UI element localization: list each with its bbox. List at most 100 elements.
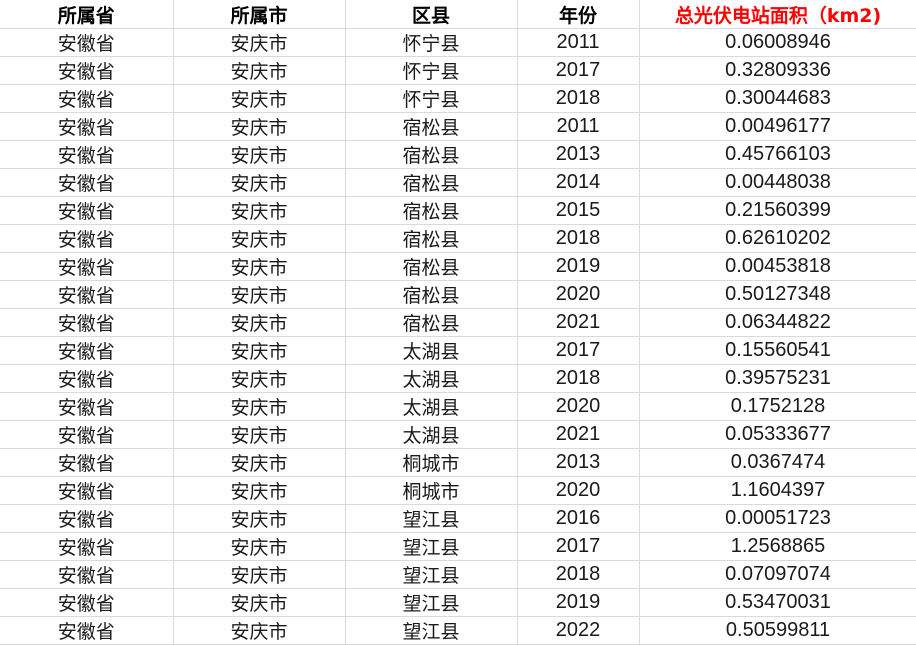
city-cell[interactable]: 安庆市 xyxy=(172,588,346,617)
county-cell[interactable]: 宿松县 xyxy=(344,112,518,141)
year-cell[interactable]: 2018 xyxy=(516,84,640,113)
city-cell[interactable]: 安庆市 xyxy=(172,560,346,589)
city-cell[interactable]: 安庆市 xyxy=(172,448,346,477)
county-cell[interactable]: 桐城市 xyxy=(344,476,518,505)
county-cell[interactable]: 宿松县 xyxy=(344,196,518,225)
city-cell[interactable]: 安庆市 xyxy=(172,336,346,365)
county-cell[interactable]: 太湖县 xyxy=(344,420,518,449)
area-cell[interactable]: 0.50127348 xyxy=(638,280,916,309)
province-cell[interactable]: 安徽省 xyxy=(0,616,174,645)
area-cell[interactable]: 0.05333677 xyxy=(638,420,916,449)
area-cell[interactable]: 0.00453818 xyxy=(638,252,916,281)
year-cell[interactable]: 2022 xyxy=(516,616,640,645)
area-cell[interactable]: 1.2568865 xyxy=(638,532,916,561)
county-cell[interactable]: 太湖县 xyxy=(344,392,518,421)
province-cell[interactable]: 安徽省 xyxy=(0,196,174,225)
area-cell[interactable]: 0.62610202 xyxy=(638,224,916,253)
year-cell[interactable]: 2015 xyxy=(516,196,640,225)
area-cell[interactable]: 0.50599811 xyxy=(638,616,916,645)
province-cell[interactable]: 安徽省 xyxy=(0,336,174,365)
area-cell[interactable]: 0.32809336 xyxy=(638,56,916,85)
county-cell[interactable]: 望江县 xyxy=(344,616,518,645)
header-pv-area[interactable]: 总光伏电站面积（km2) xyxy=(638,0,916,29)
province-cell[interactable]: 安徽省 xyxy=(0,308,174,337)
city-cell[interactable]: 安庆市 xyxy=(172,28,346,57)
year-cell[interactable]: 2018 xyxy=(516,224,640,253)
city-cell[interactable]: 安庆市 xyxy=(172,476,346,505)
city-cell[interactable]: 安庆市 xyxy=(172,224,346,253)
year-cell[interactable]: 2020 xyxy=(516,476,640,505)
year-cell[interactable]: 2021 xyxy=(516,308,640,337)
area-cell[interactable]: 0.06344822 xyxy=(638,308,916,337)
city-cell[interactable]: 安庆市 xyxy=(172,420,346,449)
county-cell[interactable]: 怀宁县 xyxy=(344,56,518,85)
year-cell[interactable]: 2013 xyxy=(516,448,640,477)
province-cell[interactable]: 安徽省 xyxy=(0,448,174,477)
city-cell[interactable]: 安庆市 xyxy=(172,56,346,85)
year-cell[interactable]: 2020 xyxy=(516,392,640,421)
city-cell[interactable]: 安庆市 xyxy=(172,196,346,225)
area-cell[interactable]: 0.53470031 xyxy=(638,588,916,617)
year-cell[interactable]: 2017 xyxy=(516,336,640,365)
county-cell[interactable]: 宿松县 xyxy=(344,252,518,281)
county-cell[interactable]: 宿松县 xyxy=(344,308,518,337)
province-cell[interactable]: 安徽省 xyxy=(0,364,174,393)
city-cell[interactable]: 安庆市 xyxy=(172,252,346,281)
year-cell[interactable]: 2017 xyxy=(516,532,640,561)
province-cell[interactable]: 安徽省 xyxy=(0,112,174,141)
area-cell[interactable]: 0.1752128 xyxy=(638,392,916,421)
province-cell[interactable]: 安徽省 xyxy=(0,560,174,589)
county-cell[interactable]: 宿松县 xyxy=(344,224,518,253)
province-cell[interactable]: 安徽省 xyxy=(0,532,174,561)
county-cell[interactable]: 望江县 xyxy=(344,588,518,617)
area-cell[interactable]: 0.00051723 xyxy=(638,504,916,533)
city-cell[interactable]: 安庆市 xyxy=(172,392,346,421)
city-cell[interactable]: 安庆市 xyxy=(172,140,346,169)
year-cell[interactable]: 2021 xyxy=(516,420,640,449)
city-cell[interactable]: 安庆市 xyxy=(172,280,346,309)
province-cell[interactable]: 安徽省 xyxy=(0,140,174,169)
year-cell[interactable]: 2016 xyxy=(516,504,640,533)
province-cell[interactable]: 安徽省 xyxy=(0,252,174,281)
city-cell[interactable]: 安庆市 xyxy=(172,364,346,393)
header-province[interactable]: 所属省 xyxy=(0,0,174,29)
header-year[interactable]: 年份 xyxy=(516,0,640,29)
province-cell[interactable]: 安徽省 xyxy=(0,588,174,617)
province-cell[interactable]: 安徽省 xyxy=(0,56,174,85)
area-cell[interactable]: 0.21560399 xyxy=(638,196,916,225)
province-cell[interactable]: 安徽省 xyxy=(0,504,174,533)
year-cell[interactable]: 2013 xyxy=(516,140,640,169)
province-cell[interactable]: 安徽省 xyxy=(0,84,174,113)
city-cell[interactable]: 安庆市 xyxy=(172,308,346,337)
year-cell[interactable]: 2019 xyxy=(516,588,640,617)
area-cell[interactable]: 0.45766103 xyxy=(638,140,916,169)
city-cell[interactable]: 安庆市 xyxy=(172,112,346,141)
province-cell[interactable]: 安徽省 xyxy=(0,476,174,505)
area-cell[interactable]: 0.00448038 xyxy=(638,168,916,197)
year-cell[interactable]: 2011 xyxy=(516,112,640,141)
area-cell[interactable]: 0.00496177 xyxy=(638,112,916,141)
year-cell[interactable]: 2011 xyxy=(516,28,640,57)
area-cell[interactable]: 0.0367474 xyxy=(638,448,916,477)
province-cell[interactable]: 安徽省 xyxy=(0,392,174,421)
area-cell[interactable]: 0.30044683 xyxy=(638,84,916,113)
county-cell[interactable]: 太湖县 xyxy=(344,364,518,393)
area-cell[interactable]: 0.39575231 xyxy=(638,364,916,393)
year-cell[interactable]: 2019 xyxy=(516,252,640,281)
county-cell[interactable]: 望江县 xyxy=(344,560,518,589)
county-cell[interactable]: 望江县 xyxy=(344,532,518,561)
province-cell[interactable]: 安徽省 xyxy=(0,168,174,197)
province-cell[interactable]: 安徽省 xyxy=(0,224,174,253)
year-cell[interactable]: 2018 xyxy=(516,560,640,589)
area-cell[interactable]: 0.07097074 xyxy=(638,560,916,589)
header-city[interactable]: 所属市 xyxy=(172,0,346,29)
province-cell[interactable]: 安徽省 xyxy=(0,420,174,449)
header-county[interactable]: 区县 xyxy=(344,0,518,29)
county-cell[interactable]: 望江县 xyxy=(344,504,518,533)
city-cell[interactable]: 安庆市 xyxy=(172,532,346,561)
county-cell[interactable]: 宿松县 xyxy=(344,168,518,197)
year-cell[interactable]: 2018 xyxy=(516,364,640,393)
county-cell[interactable]: 宿松县 xyxy=(344,280,518,309)
county-cell[interactable]: 宿松县 xyxy=(344,140,518,169)
county-cell[interactable]: 怀宁县 xyxy=(344,84,518,113)
